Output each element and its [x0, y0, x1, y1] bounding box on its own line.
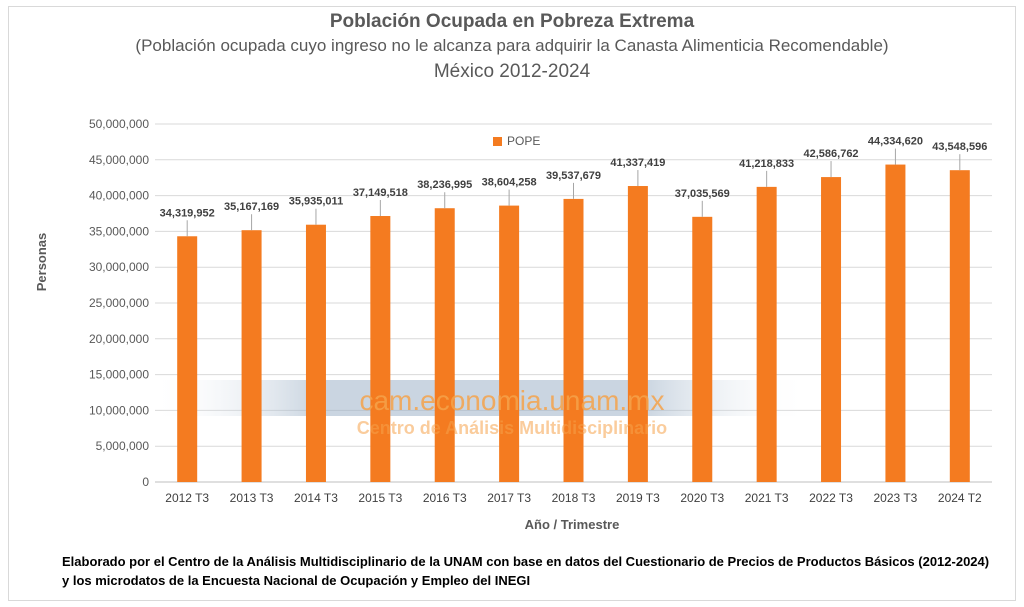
- chart-title: Población Ocupada en Pobreza Extrema: [329, 11, 695, 32]
- chart-subtitle-region: México 2012-2024: [433, 61, 591, 82]
- x-tick-label: 2019 T3: [616, 491, 660, 505]
- bar-2019-t3: [627, 186, 648, 482]
- data-label: 41,218,833: [739, 158, 794, 170]
- legend-swatch-pope: [493, 137, 502, 146]
- bar-2020-t3: [692, 216, 713, 483]
- chart-subtitle: (Población ocupada cuyo ingreso no le al…: [135, 36, 889, 55]
- bar-2015-t3: [370, 216, 391, 482]
- bar-2018-t3: [563, 198, 584, 482]
- data-label: 35,167,169: [224, 201, 279, 213]
- x-tick-label: 2018 T3: [552, 491, 596, 505]
- bar-2012-t3: [177, 236, 198, 482]
- x-tick-label: 2014 T3: [294, 491, 338, 505]
- data-label: 34,319,952: [160, 207, 215, 219]
- legend: POPE: [493, 134, 540, 148]
- bar-2014-t3: [305, 224, 326, 482]
- y-tick-label: 15,000,000: [89, 368, 149, 382]
- bar-2021-t3: [756, 186, 777, 482]
- data-label: 37,149,518: [353, 187, 408, 199]
- data-label: 41,337,419: [610, 157, 665, 169]
- bar-2022-t3: [821, 177, 842, 482]
- y-tick-label: 25,000,000: [89, 296, 149, 310]
- y-tick-label: 45,000,000: [89, 153, 149, 167]
- y-tick-label: 20,000,000: [89, 332, 149, 346]
- watermark-line2: Centro de Análisis Multidisciplinario: [357, 418, 667, 438]
- data-label: 38,236,995: [417, 179, 472, 191]
- y-tick-label: 30,000,000: [89, 260, 149, 274]
- x-tick-label: 2022 T3: [809, 491, 853, 505]
- x-tick-label: 2015 T3: [358, 491, 402, 505]
- watermark-text: cam.economia.unam.mx Centro de Análisis …: [357, 385, 667, 438]
- x-tick-label: 2013 T3: [230, 491, 274, 505]
- bar-2013-t3: [241, 230, 262, 482]
- data-label: 42,586,762: [804, 148, 859, 160]
- data-label: 38,604,258: [482, 177, 537, 189]
- x-tick-label: 2024 T2: [938, 491, 982, 505]
- x-tick-label: 2012 T3: [165, 491, 209, 505]
- legend-label-pope: POPE: [507, 134, 540, 148]
- y-tick-label: 35,000,000: [89, 224, 149, 238]
- data-label: 35,935,011: [289, 196, 343, 208]
- source-note: Elaborado por el Centro de la Análisis M…: [62, 554, 990, 588]
- bar-2016-t3: [434, 208, 455, 482]
- y-tick-label: 0: [142, 475, 149, 489]
- y-tick-label: 5,000,000: [96, 439, 150, 453]
- y-tick-label: 40,000,000: [89, 189, 149, 203]
- data-labels: 34,319,952 35,167,169 35,935,011 37,149,518…: [160, 136, 987, 237]
- y-tick-label: 10,000,000: [89, 403, 149, 417]
- x-tick-label: 2017 T3: [487, 491, 531, 505]
- watermark-line1: cam.economia.unam.mx: [359, 385, 664, 416]
- x-tick-label: 2016 T3: [423, 491, 467, 505]
- y-axis-ticks: 0 5,000,000 10,000,000 15,000,000 20,000,000…: [89, 117, 149, 489]
- bar-2024-t2: [949, 170, 970, 482]
- y-tick-label: 50,000,000: [89, 117, 149, 131]
- x-tick-label: 2020 T3: [680, 491, 724, 505]
- y-axis-label: Personas: [34, 233, 49, 292]
- bars: [177, 164, 970, 483]
- x-tick-label: 2021 T3: [745, 491, 789, 505]
- data-label: 37,035,569: [675, 188, 730, 200]
- data-label: 44,334,620: [868, 136, 923, 148]
- title-block: Población Ocupada en Pobreza Extrema (Po…: [0, 10, 1024, 86]
- x-axis-ticks: 2012 T3 2013 T3 2014 T3 2015 T3 2016 T3 2017 …: [165, 491, 982, 505]
- bar-2023-t3: [885, 164, 906, 482]
- x-tick-label: 2023 T3: [874, 491, 918, 505]
- bar-2017-t3: [499, 205, 520, 482]
- x-axis-label: Año / Trimestre: [525, 517, 620, 532]
- data-label: 39,537,679: [546, 170, 601, 182]
- data-label: 43,548,596: [932, 141, 987, 153]
